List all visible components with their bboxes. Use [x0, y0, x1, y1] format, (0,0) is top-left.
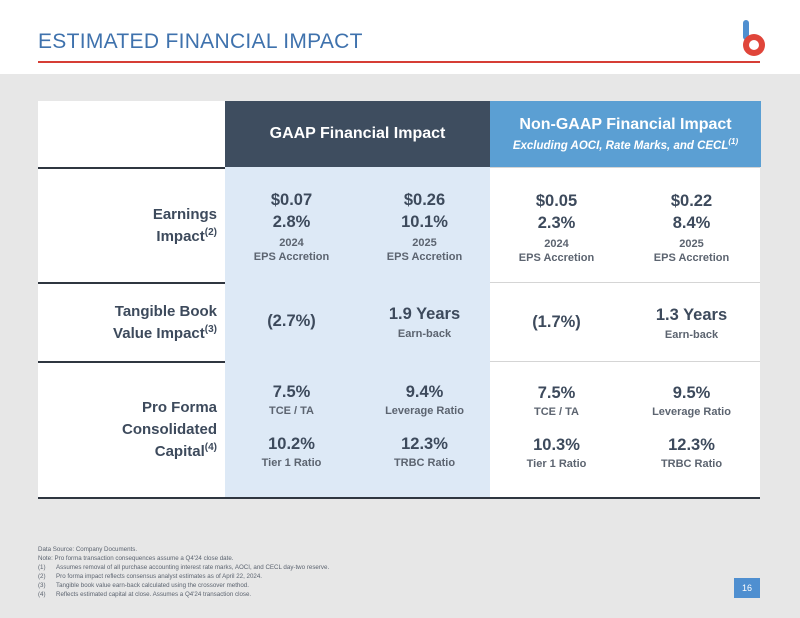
gaap-header-title: GAAP Financial Impact — [269, 125, 446, 142]
nongaap-header-subtitle: Excluding AOCI, Rate Marks, and CECL(1) — [512, 137, 739, 152]
page-title: ESTIMATED FINANCIAL IMPACT — [38, 30, 363, 53]
earnings-gaap-2024: $0.07 2.8% 2024 EPS Accretion — [253, 191, 330, 263]
earnings-nongaap-2025: $0.22 8.4% 2025 EPS Accretion — [653, 192, 730, 264]
capital-row-label: Pro Forma Consolidated Capital(4) — [38, 361, 225, 497]
earnings-row: Earnings Impact(2) $0.07 2.8% 2024 EPS Ac… — [38, 167, 760, 282]
footnote-item: (3) Tangible book value earn-back calcula… — [38, 582, 249, 589]
tbv-row: Tangible Book Value Impact(3) (2.7%) 1.9 … — [38, 282, 760, 361]
brand-b-logo-icon — [743, 20, 765, 56]
capital-gaap-cell: 7.5% TCE / TA 10.2% Tier 1 Ratio 9.4% Le… — [225, 361, 490, 497]
earnings-gaap-2025: $0.26 10.1% 2025 EPS Accretion — [386, 191, 463, 263]
page-number: 16 — [734, 578, 760, 598]
gaap-header: GAAP Financial Impact — [225, 101, 490, 167]
tbv-gaap-earnback: 1.9 Years Earn-back — [388, 305, 461, 340]
tbv-nongaap-dilution: (1.7%) — [532, 313, 581, 331]
tbv-gaap-cell: (2.7%) 1.9 Years Earn-back — [225, 282, 490, 361]
tbv-row-label: Tangible Book Value Impact(3) — [38, 282, 225, 361]
footnote-item: (4) Reflects estimated capital at close. … — [38, 591, 252, 598]
capital-row: Pro Forma Consolidated Capital(4) 7.5% TCE… — [38, 361, 760, 497]
footnote-intro: Note: Pro forma transaction consequences… — [38, 555, 234, 562]
footnote-item: (1) Assumes removal of all purchase accou… — [38, 564, 330, 571]
footnote-item: (2) Pro forma impact reflects consensus a… — [38, 573, 263, 580]
earnings-nongaap-2024: $0.05 2.3% 2024 EPS Accretion — [518, 192, 595, 264]
capital-nongaap-col2: 9.5% Leverage Ratio 12.3% TRBC Ratio — [652, 384, 731, 470]
tbv-nongaap-earnback: 1.3 Years Earn-back — [655, 306, 728, 341]
tbv-gaap-dilution: (2.7%) — [267, 312, 316, 330]
earnings-nongaap-cell: $0.05 2.3% 2024 EPS Accretion $0.22 8.4%… — [490, 167, 760, 282]
capital-gaap-col2: 9.4% Leverage Ratio 12.3% TRBC Ratio — [385, 383, 464, 469]
nongaap-header-title: Non-GAAP Financial Impact — [519, 116, 732, 134]
capital-nongaap-col1: 7.5% TCE / TA 10.3% Tier 1 Ratio — [526, 384, 587, 470]
capital-gaap-col1: 7.5% TCE / TA 10.2% Tier 1 Ratio — [261, 383, 322, 469]
capital-nongaap-cell: 7.5% TCE / TA 10.3% Tier 1 Ratio 9.5% Le… — [490, 361, 760, 497]
footnote-source: Data Source: Company Documents. — [38, 546, 138, 553]
title-underline — [38, 61, 760, 63]
header-spacer — [38, 101, 225, 167]
footnotes: Data Source: Company Documents. Note: Pr… — [38, 545, 598, 599]
earnings-gaap-cell: $0.07 2.8% 2024 EPS Accretion $0.26 10.1… — [225, 167, 490, 282]
nongaap-header: Non-GAAP Financial Impact Excluding AOCI… — [490, 101, 761, 167]
tbv-nongaap-cell: (1.7%) 1.3 Years Earn-back — [490, 282, 760, 361]
earnings-row-label: Earnings Impact(2) — [38, 167, 225, 282]
table-bottom-rule — [38, 497, 760, 499]
